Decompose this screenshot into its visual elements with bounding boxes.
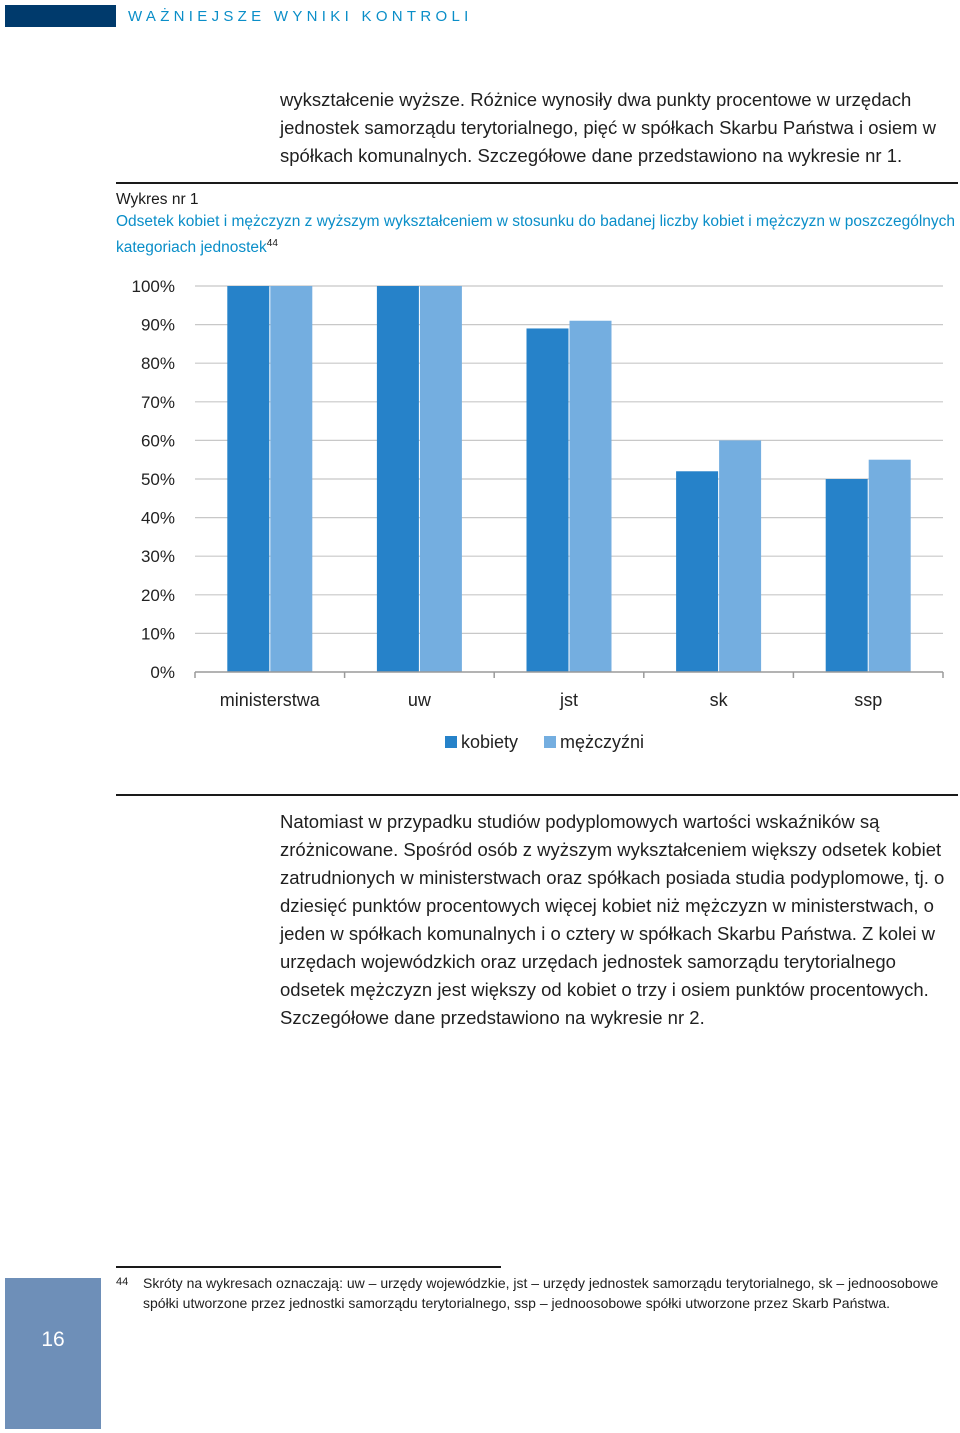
bar-chart: 0% 10% 20% 30% 40% 50% 60% 70% 80% 90% 100% minist…	[132, 277, 944, 752]
x-tick-label: jst	[559, 690, 578, 710]
y-tick-label: 0%	[150, 663, 175, 682]
chart-gridlines	[195, 285, 943, 634]
legend-swatch	[445, 736, 457, 748]
x-tick-label: sk	[710, 690, 729, 710]
bar-uw-series-1	[376, 286, 419, 672]
y-tick-label: 40%	[141, 509, 175, 528]
y-tick-label: 10%	[141, 624, 175, 643]
figure-caption: Wykres nr 1 Odsetek kobiet i mężczyzn z …	[116, 189, 956, 259]
figure-top-rule	[116, 182, 958, 184]
chart-bars	[227, 286, 911, 672]
y-tick-label: 80%	[141, 354, 175, 373]
intro-paragraph-text: wykształcenie wyższe. Różnice wynosiły d…	[280, 89, 937, 166]
header-color-block	[5, 5, 116, 27]
bar-jst-series-1	[526, 328, 569, 672]
body-paragraph: Natomiast w przypadku studiów podyplomow…	[280, 808, 958, 1032]
x-axis	[194, 671, 944, 678]
chart-legend: kobiety mężczyźni	[445, 732, 644, 752]
bar-ministerstwa-series-2	[270, 286, 313, 672]
footnote-number: 44	[116, 1276, 129, 1288]
bar-jst-series-2	[569, 320, 612, 672]
x-axis-tick-labels: ministerstwa uw jst sk ssp	[220, 690, 882, 710]
legend-label: kobiety	[461, 732, 518, 752]
y-axis-tick-labels: 0% 10% 20% 30% 40% 50% 60% 70% 80% 90% 100%	[132, 277, 175, 682]
bar-sk-series-1	[676, 471, 719, 672]
figure-title: Odsetek kobiet i mężczyzn z wyższym wyks…	[116, 213, 955, 256]
x-tick-label: ministerstwa	[220, 690, 321, 710]
figure-number: Wykres nr 1	[116, 191, 199, 208]
y-tick-label: 70%	[141, 393, 175, 412]
footnote-reference: 44	[266, 238, 278, 249]
footnote-rule	[116, 1266, 501, 1268]
footnote-text: Skróty na wykresach oznaczają: uw – urzę…	[143, 1275, 939, 1311]
bar-sk-series-2	[719, 440, 762, 672]
bar-uw-series-2	[419, 286, 462, 672]
section-title: WAŻNIEJSZE WYNIKI KONTROLI	[128, 8, 473, 25]
y-tick-label: 90%	[141, 316, 175, 335]
bar-ministerstwa-series-1	[227, 286, 270, 672]
body-paragraph-text: Natomiast w przypadku studiów podyplomow…	[280, 811, 945, 1028]
legend-label: mężczyźni	[560, 732, 644, 752]
x-tick-label: uw	[408, 690, 432, 710]
y-tick-label: 20%	[141, 586, 175, 605]
page-number: 16	[41, 1328, 65, 1351]
bar-ssp-series-1	[825, 479, 868, 672]
figure-bottom-rule	[116, 794, 958, 796]
x-tick-label: ssp	[854, 690, 882, 710]
y-tick-label: 100%	[132, 277, 175, 296]
bar-ssp-series-2	[868, 459, 911, 672]
y-tick-label: 60%	[141, 431, 175, 450]
page-number-tab	[5, 1278, 101, 1429]
legend-swatch	[544, 736, 556, 748]
intro-paragraph: wykształcenie wyższe. Różnice wynosiły d…	[280, 86, 958, 170]
figure-title-text: Odsetek kobiet i mężczyzn z wyższym wyks…	[116, 213, 956, 257]
y-tick-label: 50%	[141, 470, 175, 489]
y-tick-label: 30%	[141, 547, 175, 566]
